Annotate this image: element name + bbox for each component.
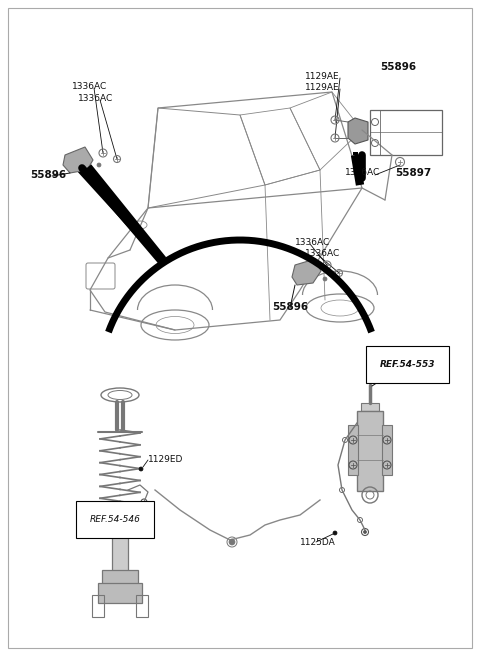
Bar bbox=[112, 525, 128, 580]
Text: 1129AE: 1129AE bbox=[305, 72, 340, 81]
Polygon shape bbox=[352, 152, 358, 155]
Text: 1129ED: 1129ED bbox=[148, 455, 183, 464]
Bar bbox=[370, 110, 442, 155]
Text: 1336AC: 1336AC bbox=[295, 238, 330, 247]
Bar bbox=[357, 411, 383, 491]
Text: 1336AC: 1336AC bbox=[305, 249, 340, 258]
Text: REF.54-553: REF.54-553 bbox=[380, 360, 435, 369]
Text: 1125DA: 1125DA bbox=[300, 538, 336, 547]
Circle shape bbox=[139, 467, 143, 471]
Circle shape bbox=[363, 531, 367, 533]
Polygon shape bbox=[78, 168, 162, 260]
Circle shape bbox=[229, 539, 235, 545]
Circle shape bbox=[333, 531, 337, 535]
Text: 1336AC: 1336AC bbox=[345, 168, 380, 177]
Text: 55896: 55896 bbox=[380, 62, 416, 72]
Bar bbox=[348, 425, 358, 475]
Circle shape bbox=[323, 277, 327, 281]
Bar bbox=[92, 595, 104, 617]
Text: 1129AE: 1129AE bbox=[305, 83, 340, 92]
Text: 55896: 55896 bbox=[272, 302, 308, 312]
Circle shape bbox=[97, 163, 101, 167]
Polygon shape bbox=[348, 118, 368, 144]
Text: REF.54-546: REF.54-546 bbox=[90, 515, 141, 524]
Bar bbox=[98, 583, 142, 603]
Bar bbox=[382, 425, 392, 475]
Text: 1336AC: 1336AC bbox=[78, 94, 113, 103]
Text: 55896: 55896 bbox=[30, 170, 66, 180]
Bar bbox=[136, 595, 148, 617]
Bar bbox=[361, 403, 379, 411]
Polygon shape bbox=[63, 147, 93, 173]
Polygon shape bbox=[292, 259, 321, 285]
Text: 55897: 55897 bbox=[395, 168, 431, 178]
Text: 1336AC: 1336AC bbox=[72, 82, 107, 91]
Bar bbox=[102, 570, 138, 588]
